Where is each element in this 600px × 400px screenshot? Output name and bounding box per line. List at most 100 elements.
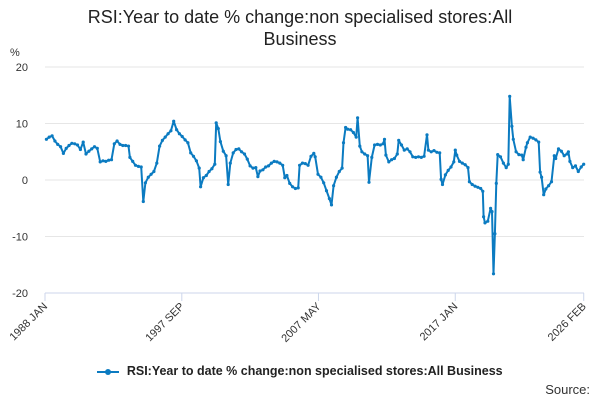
data-point[interactable]: [552, 154, 556, 158]
data-point[interactable]: [291, 185, 295, 189]
data-point[interactable]: [218, 140, 222, 144]
data-point[interactable]: [576, 169, 580, 174]
data-point[interactable]: [128, 155, 132, 159]
data-point[interactable]: [143, 181, 147, 185]
data-point[interactable]: [411, 155, 415, 159]
data-point[interactable]: [382, 137, 387, 141]
data-point[interactable]: [133, 163, 138, 167]
data-point[interactable]: [579, 165, 583, 169]
data-point[interactable]: [508, 94, 512, 98]
data-point[interactable]: [109, 158, 114, 162]
data-point[interactable]: [554, 156, 558, 161]
data-point[interactable]: [517, 153, 521, 157]
data-point[interactable]: [254, 166, 258, 170]
data-point[interactable]: [298, 163, 302, 167]
data-point[interactable]: [466, 166, 470, 170]
data-point[interactable]: [228, 161, 232, 165]
data-point[interactable]: [84, 152, 88, 156]
data-point[interactable]: [207, 169, 211, 174]
data-point[interactable]: [166, 132, 170, 136]
data-point[interactable]: [81, 140, 85, 144]
data-point[interactable]: [496, 153, 500, 157]
data-point[interactable]: [313, 155, 317, 159]
data-point[interactable]: [98, 160, 102, 164]
data-point[interactable]: [490, 210, 494, 214]
data-point[interactable]: [201, 176, 205, 180]
data-point[interactable]: [169, 129, 173, 133]
data-point[interactable]: [566, 150, 571, 154]
data-point[interactable]: [481, 189, 485, 193]
data-point[interactable]: [197, 166, 201, 170]
data-point[interactable]: [104, 159, 108, 163]
data-point[interactable]: [281, 163, 285, 167]
data-point[interactable]: [449, 165, 453, 169]
data-point[interactable]: [61, 151, 65, 155]
data-point[interactable]: [381, 142, 385, 146]
data-point[interactable]: [107, 158, 111, 162]
data-point[interactable]: [402, 148, 406, 152]
data-point[interactable]: [506, 162, 510, 166]
data-point[interactable]: [360, 150, 364, 154]
data-point[interactable]: [408, 150, 412, 154]
data-point[interactable]: [470, 182, 474, 187]
data-point[interactable]: [204, 173, 208, 178]
data-point[interactable]: [337, 169, 341, 174]
data-point[interactable]: [73, 142, 77, 146]
data-point[interactable]: [269, 161, 273, 165]
data-point[interactable]: [261, 168, 265, 172]
data-point[interactable]: [245, 157, 249, 161]
data-point[interactable]: [524, 145, 528, 149]
data-point[interactable]: [240, 150, 244, 154]
data-point[interactable]: [214, 121, 218, 125]
data-point[interactable]: [283, 176, 287, 180]
data-point[interactable]: [426, 148, 430, 152]
data-point[interactable]: [493, 232, 497, 236]
data-point[interactable]: [180, 134, 184, 139]
data-point[interactable]: [419, 155, 423, 159]
data-point[interactable]: [443, 173, 447, 177]
data-point[interactable]: [101, 159, 105, 163]
data-point[interactable]: [334, 175, 338, 179]
data-point[interactable]: [521, 158, 525, 162]
data-point[interactable]: [397, 138, 401, 142]
data-point[interactable]: [544, 187, 548, 191]
data-point[interactable]: [422, 154, 426, 158]
data-point[interactable]: [370, 155, 374, 159]
data-point[interactable]: [112, 142, 116, 146]
data-point[interactable]: [319, 175, 323, 179]
data-point[interactable]: [199, 185, 203, 189]
data-point[interactable]: [224, 154, 228, 158]
data-point[interactable]: [121, 143, 125, 148]
data-point[interactable]: [288, 181, 292, 185]
data-point[interactable]: [463, 163, 467, 167]
data-point[interactable]: [378, 143, 382, 147]
data-point[interactable]: [53, 139, 57, 143]
data-point[interactable]: [351, 130, 355, 135]
data-point[interactable]: [309, 154, 313, 158]
data-point[interactable]: [375, 142, 380, 146]
data-point[interactable]: [571, 166, 575, 170]
data-point[interactable]: [50, 134, 54, 138]
data-point[interactable]: [482, 215, 486, 219]
data-point[interactable]: [479, 186, 483, 191]
data-point[interactable]: [354, 135, 358, 139]
data-point[interactable]: [149, 172, 153, 176]
data-point[interactable]: [175, 128, 179, 132]
data-point[interactable]: [186, 141, 190, 145]
data-point[interactable]: [439, 177, 443, 181]
data-point[interactable]: [216, 127, 220, 131]
data-point[interactable]: [56, 142, 60, 146]
data-point[interactable]: [213, 162, 217, 166]
data-point[interactable]: [531, 136, 535, 140]
data-point[interactable]: [183, 138, 187, 142]
data-point[interactable]: [429, 150, 433, 154]
data-point[interactable]: [194, 159, 198, 163]
data-point[interactable]: [534, 138, 538, 142]
data-point[interactable]: [455, 153, 459, 157]
data-point[interactable]: [358, 144, 362, 148]
data-point[interactable]: [256, 175, 260, 179]
data-point[interactable]: [547, 184, 551, 188]
data-point[interactable]: [231, 151, 235, 155]
data-point[interactable]: [47, 135, 51, 139]
data-point[interactable]: [316, 172, 320, 176]
